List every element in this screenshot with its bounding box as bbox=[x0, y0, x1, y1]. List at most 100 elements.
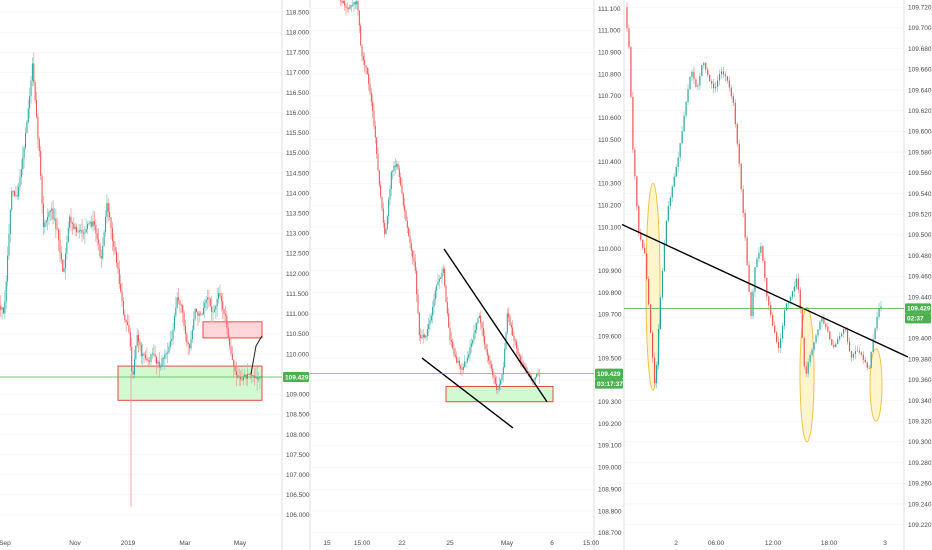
candle-down bbox=[412, 250, 414, 258]
candle-down bbox=[406, 220, 408, 228]
candle-down bbox=[384, 222, 386, 234]
candle-up bbox=[194, 309, 196, 320]
candle-up bbox=[11, 191, 13, 210]
candle-down bbox=[722, 71, 725, 75]
candle-down bbox=[508, 313, 510, 318]
candle-up bbox=[106, 203, 108, 217]
candle-down bbox=[510, 324, 512, 328]
x-tick-label: 06:00 bbox=[708, 540, 725, 547]
y-tick-label: 109.100 bbox=[598, 443, 622, 450]
candle-up bbox=[854, 351, 857, 355]
y-tick-label: 109.280 bbox=[908, 460, 932, 467]
candle-down bbox=[456, 356, 458, 363]
candle-up bbox=[661, 270, 664, 298]
candle-down bbox=[140, 344, 142, 357]
candle-down bbox=[91, 221, 93, 227]
candle-down bbox=[632, 96, 634, 150]
candle-down bbox=[492, 368, 494, 376]
y-tick-label: 109.200 bbox=[598, 421, 622, 428]
candle-down bbox=[730, 87, 732, 97]
y-tick-label: 109.640 bbox=[908, 87, 932, 94]
candle-down bbox=[111, 227, 113, 241]
candle-up bbox=[5, 281, 7, 302]
candle-down bbox=[117, 262, 119, 269]
candle-down bbox=[707, 69, 709, 75]
candle-up bbox=[44, 222, 46, 227]
candle-down bbox=[62, 259, 64, 272]
y-tick-label: 112.000 bbox=[286, 271, 309, 278]
candle-up bbox=[685, 101, 687, 116]
y-tick-label: 116.000 bbox=[286, 110, 309, 117]
candle-up bbox=[878, 308, 880, 317]
candle-up bbox=[198, 313, 200, 316]
y-tick-label: 114.500 bbox=[286, 170, 309, 177]
candle-down bbox=[416, 270, 418, 295]
candle-down bbox=[750, 291, 752, 317]
candle-up bbox=[142, 353, 144, 357]
candle-up bbox=[716, 80, 719, 87]
candle-up bbox=[4, 301, 6, 314]
candle-down bbox=[233, 359, 235, 367]
x-tick-label: 18:00 bbox=[821, 540, 838, 547]
candle-up bbox=[464, 361, 466, 367]
candle-down bbox=[237, 375, 239, 378]
candle-down bbox=[93, 221, 95, 225]
candle-down bbox=[409, 236, 411, 244]
candle-down bbox=[180, 304, 182, 306]
candle-up bbox=[839, 336, 841, 340]
candle-up bbox=[191, 329, 193, 340]
candle-up bbox=[104, 216, 106, 233]
candle-up bbox=[533, 379, 535, 381]
candle-down bbox=[224, 314, 226, 316]
candle-down bbox=[220, 296, 222, 302]
candle-up bbox=[165, 352, 167, 355]
candle-down bbox=[99, 243, 101, 257]
candle-down bbox=[350, 5, 352, 7]
candle-up bbox=[457, 360, 459, 363]
candle-up bbox=[497, 389, 499, 390]
candle-up bbox=[872, 339, 874, 352]
candle-down bbox=[398, 168, 400, 178]
candle-down bbox=[480, 315, 482, 323]
y-tick-label: 109.520 bbox=[908, 211, 932, 218]
y-tick-label: 110.000 bbox=[598, 246, 621, 253]
candle-down bbox=[744, 212, 746, 238]
candle-up bbox=[12, 191, 14, 192]
candle-down bbox=[734, 102, 736, 125]
candle-down bbox=[452, 341, 454, 349]
y-tick-label: 110.500 bbox=[286, 331, 309, 338]
last-price-badge bbox=[283, 371, 309, 382]
candle-down bbox=[118, 268, 120, 284]
candle-down bbox=[128, 324, 130, 332]
countdown-badge bbox=[905, 313, 931, 324]
candle-up bbox=[677, 157, 679, 168]
y-tick-label: 109.500 bbox=[908, 232, 932, 239]
candle-down bbox=[866, 362, 868, 368]
candle-down bbox=[344, 1, 346, 6]
candle-down bbox=[776, 332, 778, 342]
candle-up bbox=[436, 285, 438, 291]
candle-down bbox=[60, 252, 62, 260]
candle-down bbox=[131, 346, 133, 372]
candle-down bbox=[372, 101, 374, 112]
candle-up bbox=[385, 228, 387, 234]
candle-down bbox=[630, 47, 632, 97]
candle-up bbox=[504, 348, 506, 368]
y-tick-label: 109.260 bbox=[908, 481, 932, 488]
candle-up bbox=[815, 335, 817, 343]
candle-down bbox=[143, 353, 145, 355]
candle-down bbox=[644, 247, 646, 254]
candle-down bbox=[368, 73, 370, 84]
candle-down bbox=[490, 364, 492, 369]
candle-down bbox=[726, 76, 729, 81]
candle-up bbox=[811, 349, 813, 355]
candle-down bbox=[493, 375, 495, 378]
candle-down bbox=[73, 223, 75, 229]
candle-down bbox=[525, 366, 527, 372]
candle-down bbox=[713, 83, 715, 89]
candle-down bbox=[513, 335, 515, 341]
candle-up bbox=[168, 346, 170, 353]
candle-up bbox=[7, 255, 9, 282]
candle-down bbox=[82, 232, 84, 234]
candle-down bbox=[373, 111, 375, 127]
